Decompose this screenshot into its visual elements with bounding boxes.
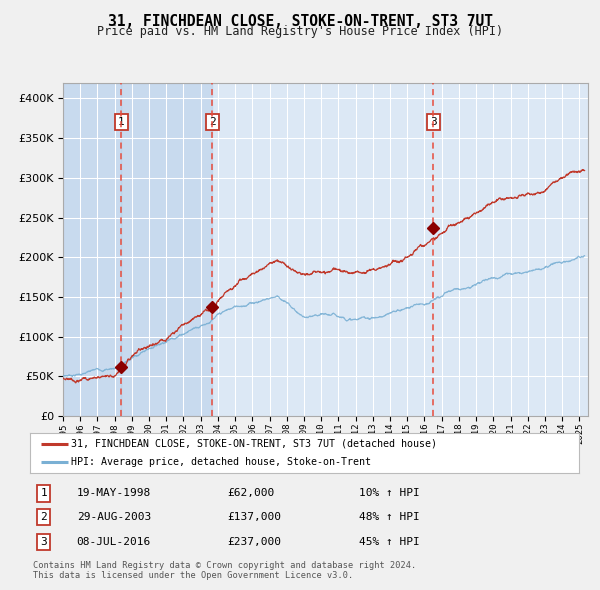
Text: 31, FINCHDEAN CLOSE, STOKE-ON-TRENT, ST3 7UT: 31, FINCHDEAN CLOSE, STOKE-ON-TRENT, ST3… — [107, 14, 493, 28]
Text: 1: 1 — [118, 117, 125, 127]
Text: Contains HM Land Registry data © Crown copyright and database right 2024.
This d: Contains HM Land Registry data © Crown c… — [33, 560, 416, 580]
Text: 29-AUG-2003: 29-AUG-2003 — [77, 512, 151, 522]
Bar — [63, 83, 121, 416]
Text: HPI: Average price, detached house, Stoke-on-Trent: HPI: Average price, detached house, Stok… — [71, 457, 371, 467]
Text: 10% ↑ HPI: 10% ↑ HPI — [359, 489, 420, 499]
Text: 2: 2 — [209, 117, 215, 127]
Bar — [121, 83, 212, 416]
Text: 3: 3 — [40, 537, 47, 547]
Text: 2: 2 — [40, 512, 47, 522]
Text: 31, FINCHDEAN CLOSE, STOKE-ON-TRENT, ST3 7UT (detached house): 31, FINCHDEAN CLOSE, STOKE-ON-TRENT, ST3… — [71, 439, 437, 449]
Text: £62,000: £62,000 — [227, 489, 275, 499]
Text: 1: 1 — [40, 489, 47, 499]
Text: 19-MAY-1998: 19-MAY-1998 — [77, 489, 151, 499]
Text: £237,000: £237,000 — [227, 537, 281, 547]
Text: £137,000: £137,000 — [227, 512, 281, 522]
Text: 48% ↑ HPI: 48% ↑ HPI — [359, 512, 420, 522]
Text: 08-JUL-2016: 08-JUL-2016 — [77, 537, 151, 547]
Text: 45% ↑ HPI: 45% ↑ HPI — [359, 537, 420, 547]
Text: Price paid vs. HM Land Registry's House Price Index (HPI): Price paid vs. HM Land Registry's House … — [97, 25, 503, 38]
Text: 3: 3 — [430, 117, 437, 127]
